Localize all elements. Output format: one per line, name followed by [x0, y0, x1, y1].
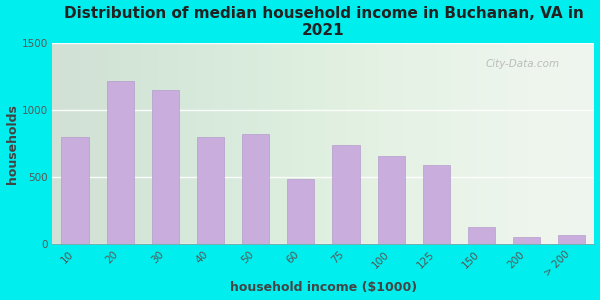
- Bar: [559, 235, 586, 244]
- X-axis label: household income ($1000): household income ($1000): [230, 281, 417, 294]
- Bar: [377, 156, 405, 244]
- Bar: [61, 137, 89, 244]
- Text: City-Data.com: City-Data.com: [486, 59, 560, 69]
- Bar: [152, 90, 179, 244]
- Bar: [107, 81, 134, 244]
- Bar: [332, 145, 359, 244]
- Bar: [287, 179, 314, 244]
- Bar: [197, 137, 224, 244]
- Bar: [423, 165, 450, 244]
- Bar: [468, 227, 495, 244]
- Bar: [513, 237, 540, 244]
- Y-axis label: households: households: [5, 104, 19, 184]
- Bar: [242, 134, 269, 244]
- Title: Distribution of median household income in Buchanan, VA in
2021: Distribution of median household income …: [64, 6, 583, 38]
